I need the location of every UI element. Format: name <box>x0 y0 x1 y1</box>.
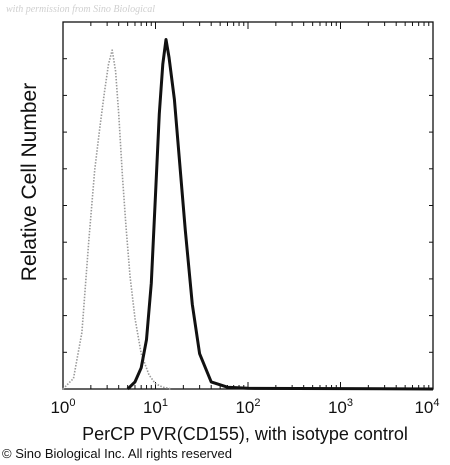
x-tick-label: 104 <box>414 397 439 417</box>
series-line-1 <box>62 49 172 390</box>
x-tick-labels: 100 101 102 103 104 <box>50 397 439 417</box>
x-tick-label: 103 <box>328 397 353 417</box>
y-axis-label: Relative Cell Number <box>18 82 41 282</box>
x-tick-label: 100 <box>50 397 75 417</box>
axis-ticks <box>62 22 433 389</box>
plot-frame <box>62 21 434 390</box>
series-line-2 <box>126 38 434 391</box>
series-group <box>62 38 434 391</box>
x-tick-label: 101 <box>143 397 168 417</box>
watermark-text: with permission from Sino Biological <box>6 4 156 15</box>
x-axis-label: PerCP PVR(CD155), with isotype control <box>82 424 408 444</box>
copyright-text: © Sino Biological Inc. All rights reserv… <box>2 446 232 461</box>
x-tick-label: 102 <box>235 397 260 417</box>
